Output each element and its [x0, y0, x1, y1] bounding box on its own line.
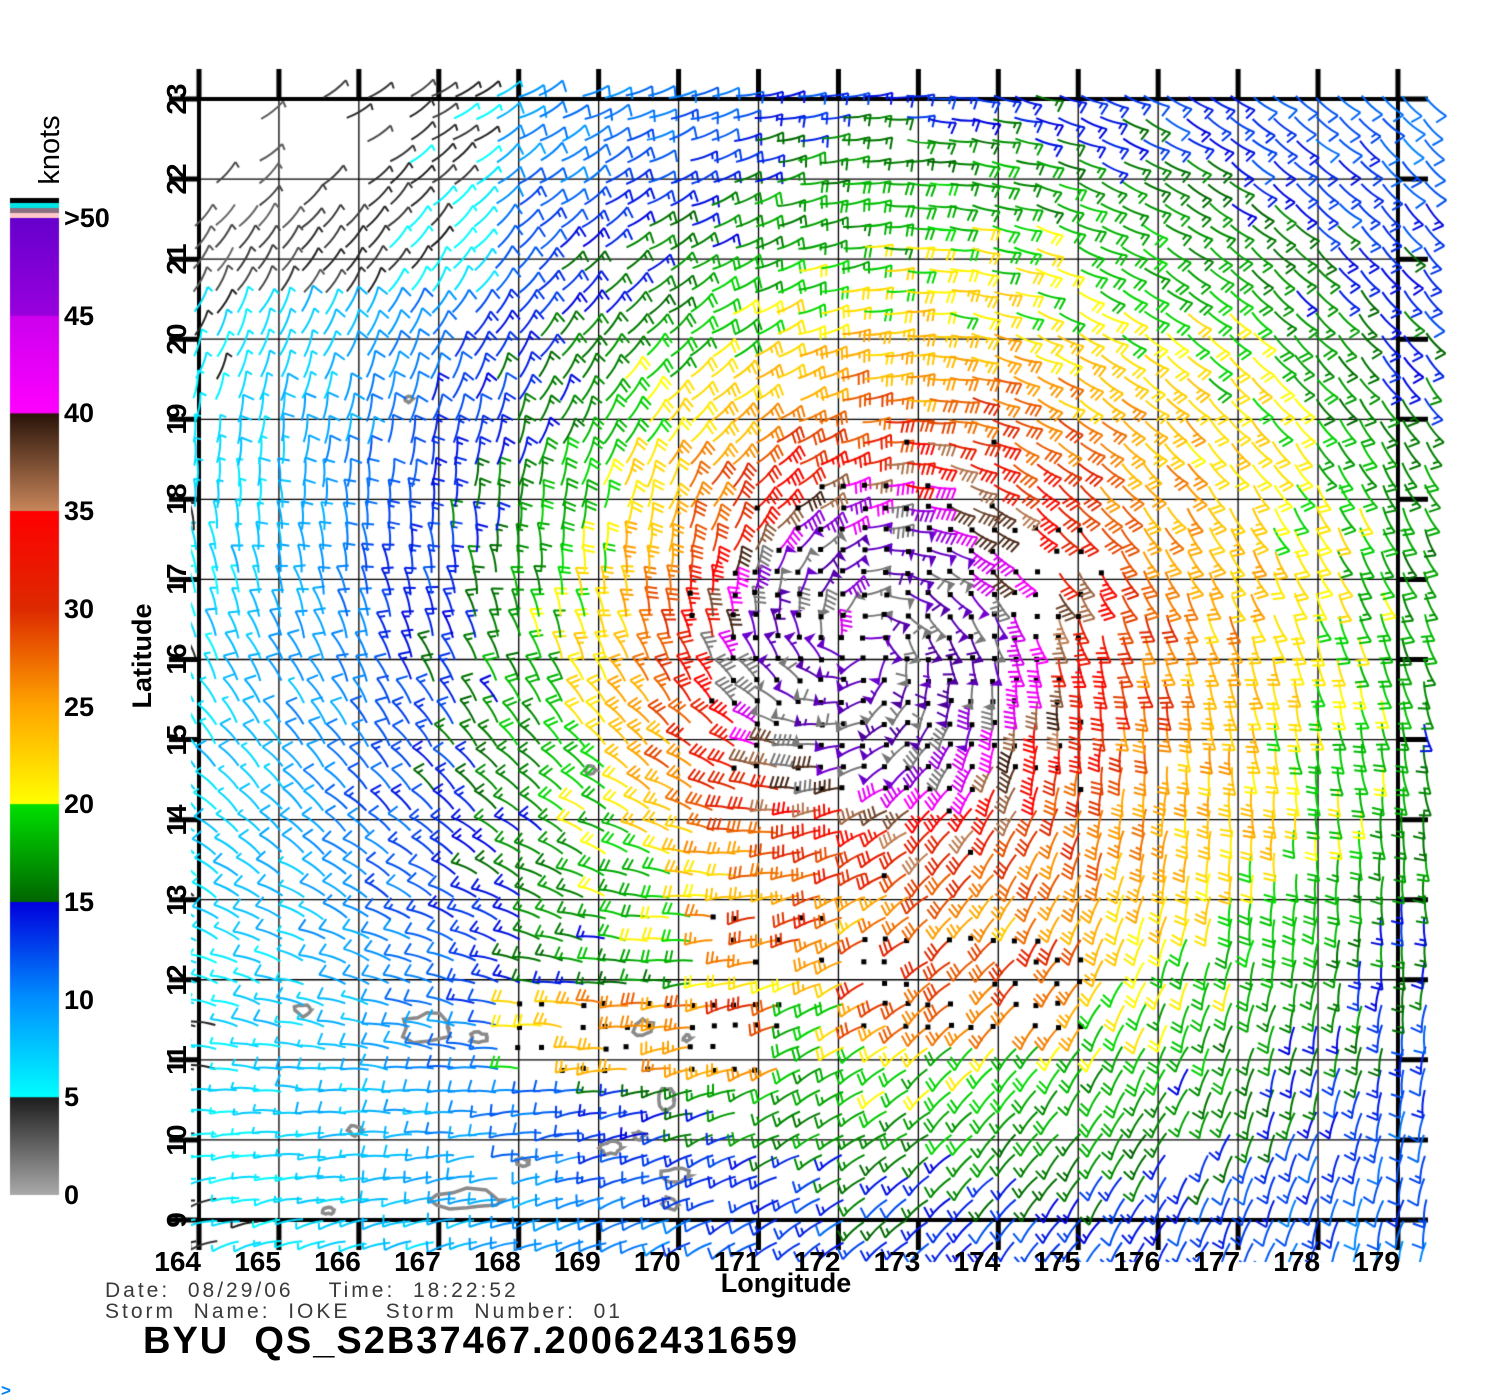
x-tick-label: 179	[1353, 1246, 1400, 1277]
x-tick-label: 174	[953, 1246, 1001, 1277]
y-tick-label: 18	[161, 483, 192, 515]
x-tick-label: 170	[633, 1246, 681, 1277]
y-tick-label: 22	[161, 163, 192, 195]
x-tick-label: 168	[474, 1246, 521, 1277]
x-tick-label: 177	[1193, 1246, 1241, 1277]
colorbar-tick-label: >50	[64, 203, 110, 233]
y-tick-label: 15	[161, 723, 192, 756]
colorbar-tick-label: 20	[64, 789, 95, 820]
plot-title: BYU QS_S2B37467.20062431659	[143, 1320, 800, 1362]
y-tick-label: 13	[161, 884, 192, 916]
colorbar-tick-label: 30	[64, 593, 95, 624]
x-axis-title: Longitude	[720, 1268, 852, 1298]
colorbar-tick-label: 45	[64, 300, 95, 331]
x-tick-label: 173	[873, 1246, 921, 1277]
storm-name-text: Storm Name: IOKE Storm Number: 01	[105, 1300, 623, 1323]
colorbar-tick-label: 40	[64, 398, 95, 429]
x-tick-label: 171	[713, 1246, 761, 1277]
corner-mark-icon: >	[1, 1381, 11, 1400]
colorbar-title: knots	[33, 115, 66, 185]
colorbar-tick-label: 0	[64, 1180, 80, 1210]
x-tick-label: 166	[314, 1246, 361, 1277]
y-tick-label: 11	[161, 1045, 192, 1075]
y-tick-label: 10	[161, 1124, 192, 1156]
x-tick-label: 167	[394, 1246, 441, 1277]
y-tick-label: 20	[161, 323, 192, 355]
colorbar-tick-label: 5	[64, 1082, 80, 1113]
y-tick-label: 9	[161, 1212, 192, 1228]
x-tick-label: 165	[234, 1246, 281, 1277]
x-tick-label: 176	[1113, 1246, 1161, 1277]
colorbar-tick-label: 35	[64, 496, 95, 527]
colorbar-tick-label: 25	[64, 691, 95, 722]
y-tick-label: 12	[161, 964, 192, 996]
y-tick-label: 19	[161, 403, 192, 435]
y-tick-label: 17	[161, 563, 192, 595]
x-tick-label: 169	[553, 1246, 601, 1277]
y-tick-label: 14	[161, 804, 192, 836]
y-tick-label: 23	[161, 83, 192, 115]
x-tick-label: 178	[1273, 1246, 1321, 1277]
x-tick-label: 172	[793, 1246, 841, 1277]
colorbar-tick-label: 15	[64, 886, 95, 917]
y-tick-label: 16	[161, 643, 192, 676]
x-tick-label: 175	[1033, 1246, 1081, 1277]
date-time-text: Date: 08/29/06 Time: 18:22:52	[105, 1279, 519, 1302]
colorbar-tick-label: 10	[64, 984, 95, 1015]
y-tick-label: 21	[161, 243, 192, 275]
x-tick-label: 164	[154, 1246, 201, 1277]
